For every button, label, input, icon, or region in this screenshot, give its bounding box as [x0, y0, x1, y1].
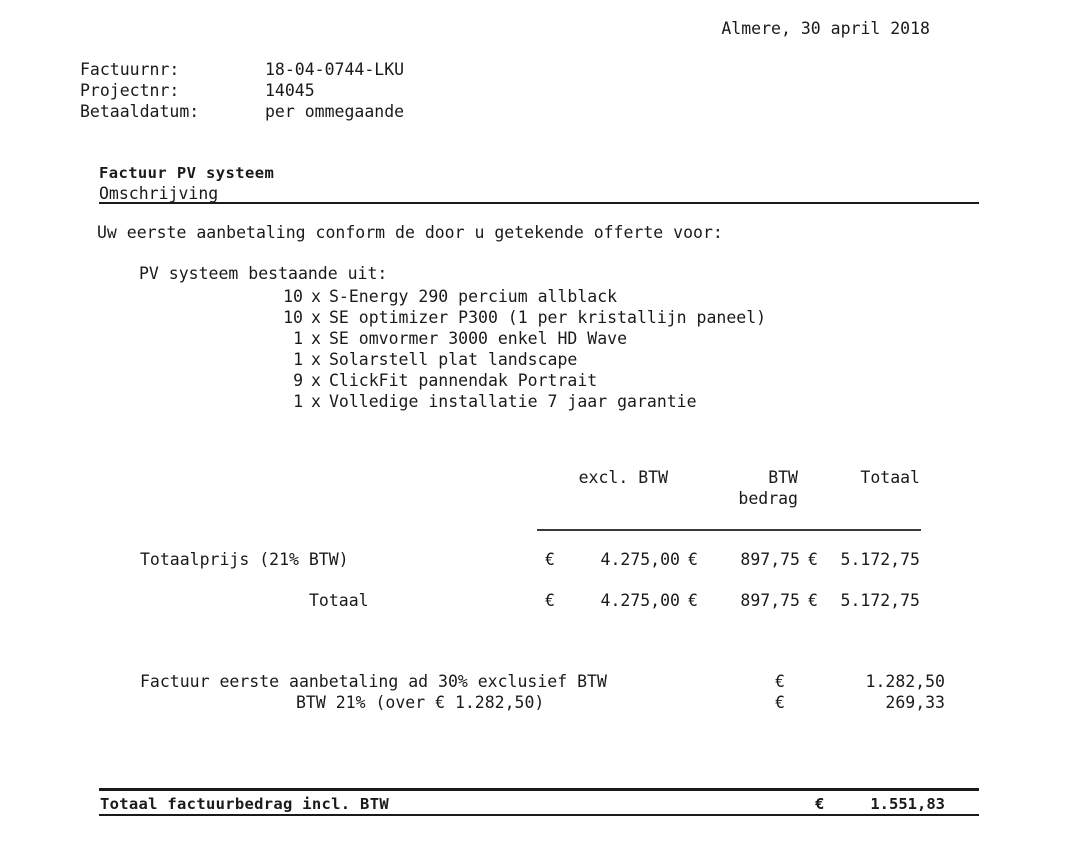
amount-value: 269,33 [885, 693, 945, 712]
column-header-btw-bedrag-line2: bedrag [738, 489, 798, 508]
item-multiplier: x [311, 392, 321, 411]
currency-symbol: € [775, 672, 785, 691]
grand-total-row: Totaal factuurbedrag incl. BTW € 1.551,8… [0, 794, 1066, 815]
item-quantity: 10 [283, 287, 303, 306]
list-item: 1 x Solarstell plat landscape [281, 349, 766, 370]
amount-btw: 897,75 [740, 550, 800, 569]
place-date: Almere, 30 april 2018 [721, 19, 930, 38]
meta-value-projectnr: 14045 [265, 81, 315, 100]
meta-label-projectnr: Projectnr: [80, 81, 180, 100]
meta-row-betaaldatum: Betaaldatum: per ommegaande [80, 101, 404, 122]
invoice-meta-block: Factuurnr: 18-04-0744-LKU Projectnr: 140… [80, 59, 404, 122]
column-header-totaal: Totaal [860, 468, 920, 487]
item-description: ClickFit pannendak Portrait [329, 371, 598, 390]
currency-symbol: € [545, 550, 555, 569]
system-items-list: 10 x S-Energy 290 percium allblack 10 x … [281, 286, 766, 412]
amount-total: 5.172,75 [840, 550, 920, 569]
meta-value-factuurnr: 18-04-0744-LKU [265, 60, 405, 79]
amount-btw: 897,75 [740, 591, 800, 610]
currency-symbol: € [775, 693, 785, 712]
item-multiplier: x [311, 308, 321, 327]
list-item: 1 x SE omvormer 3000 enkel HD Wave [281, 328, 766, 349]
row-label: Factuur eerste aanbetaling ad 30% exclus… [140, 672, 607, 691]
section-subtitle: Omschrijving [99, 184, 219, 203]
list-item: 10 x S-Energy 290 percium allblack [281, 286, 766, 307]
totals-table-divider [537, 529, 921, 531]
list-item: 9 x ClickFit pannendak Portrait [281, 370, 766, 391]
item-quantity: 1 [293, 329, 303, 348]
item-description: S-Energy 290 percium allblack [329, 287, 618, 306]
item-description: SE omvormer 3000 enkel HD Wave [329, 329, 628, 348]
row-label: BTW 21% (over € 1.282,50) [296, 693, 545, 712]
amount-value: 1.282,50 [865, 672, 945, 691]
column-header-excl-btw: excl. BTW [578, 468, 668, 487]
item-multiplier: x [311, 287, 321, 306]
currency-symbol: € [545, 591, 555, 610]
currency-symbol: € [808, 591, 818, 610]
grand-total-divider-top [99, 788, 979, 791]
intro-text: Uw eerste aanbetaling conform de door u … [97, 223, 723, 242]
section-divider [99, 202, 979, 204]
system-heading: PV systeem bestaande uit: [139, 264, 388, 283]
meta-row-factuurnr: Factuurnr: 18-04-0744-LKU [80, 59, 404, 80]
item-quantity: 1 [293, 350, 303, 369]
item-description: Solarstell plat landscape [329, 350, 578, 369]
currency-symbol: € [688, 550, 698, 569]
meta-label-factuurnr: Factuurnr: [80, 60, 180, 79]
table-row: Factuur eerste aanbetaling ad 30% exclus… [0, 671, 1066, 692]
row-label: Totaal [309, 591, 369, 610]
grand-total-amount: 1.551,83 [870, 795, 945, 813]
item-description: Volledige installatie 7 jaar garantie [329, 392, 697, 411]
column-header-btw-bedrag-line1: BTW [768, 468, 798, 487]
grand-total-label: Totaal factuurbedrag incl. BTW [100, 795, 389, 813]
currency-symbol: € [688, 591, 698, 610]
meta-value-betaaldatum: per ommegaande [265, 102, 405, 121]
row-label: Totaalprijs (21% BTW) [140, 550, 349, 569]
list-item: 1 x Volledige installatie 7 jaar garanti… [281, 391, 766, 412]
item-quantity: 10 [283, 308, 303, 327]
grand-total-divider-bottom [99, 814, 979, 816]
item-quantity: 1 [293, 392, 303, 411]
item-multiplier: x [311, 371, 321, 390]
table-row: Totaalprijs (21% BTW) € 4.275,00 € 897,7… [0, 549, 1066, 570]
amount-total: 5.172,75 [840, 591, 920, 610]
meta-label-betaaldatum: Betaaldatum: [80, 102, 200, 121]
currency-symbol: € [808, 550, 818, 569]
item-description: SE optimizer P300 (1 per kristallijn pan… [329, 308, 767, 327]
section-title: Factuur PV systeem [99, 164, 275, 182]
amount-excl-btw: 4.275,00 [600, 550, 680, 569]
item-multiplier: x [311, 350, 321, 369]
list-item: 10 x SE optimizer P300 (1 per kristallij… [281, 307, 766, 328]
item-quantity: 9 [293, 371, 303, 390]
item-multiplier: x [311, 329, 321, 348]
table-row: BTW 21% (over € 1.282,50) € 269,33 [0, 692, 1066, 713]
meta-row-projectnr: Projectnr: 14045 [80, 80, 404, 101]
amount-excl-btw: 4.275,00 [600, 591, 680, 610]
table-row: Totaal € 4.275,00 € 897,75 € 5.172,75 [0, 590, 1066, 611]
currency-symbol: € [815, 795, 825, 813]
